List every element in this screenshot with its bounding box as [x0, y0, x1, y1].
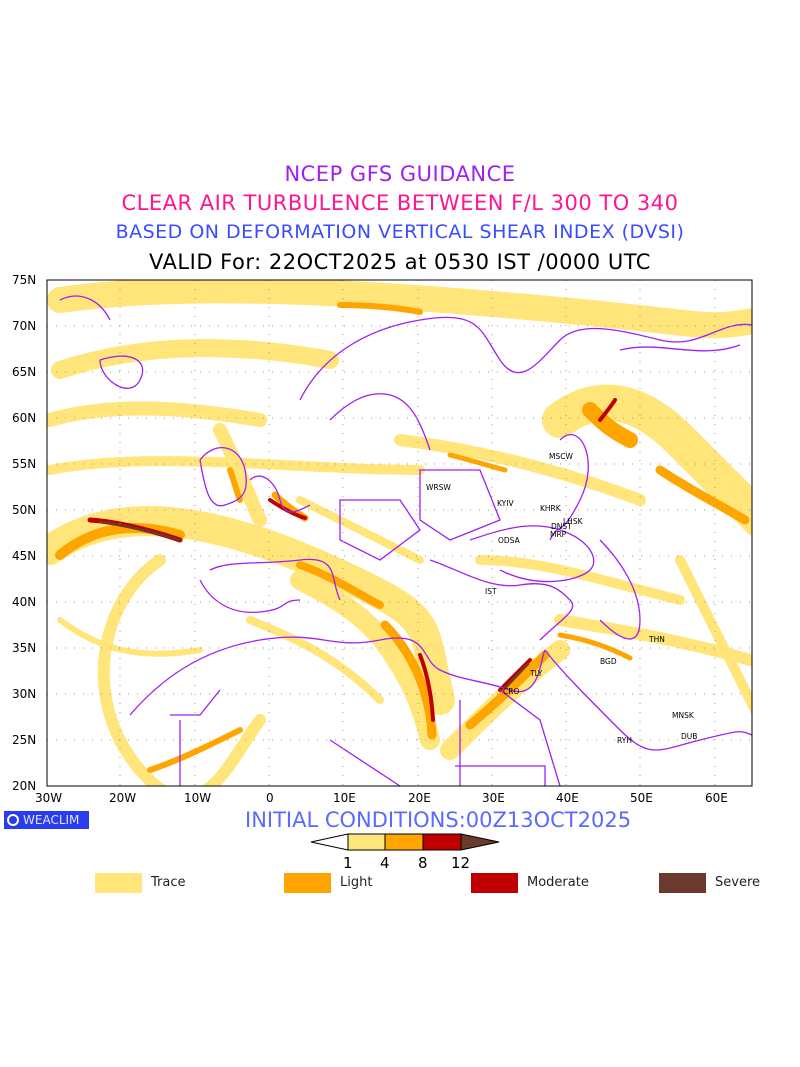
title-line-3: BASED ON DEFORMATION VERTICAL SHEAR INDE…	[115, 221, 685, 243]
legend-swatch-moderate	[471, 873, 518, 893]
lon-label: 20E	[408, 791, 431, 805]
city-label: MRP	[550, 530, 567, 539]
graticule	[47, 280, 752, 786]
lon-label: 30W	[35, 791, 63, 805]
city-label: DUB	[681, 732, 697, 741]
lat-label: 40N	[12, 595, 37, 609]
title-line-2: CLEAR AIR TURBULENCE BETWEEN F/L 300 TO …	[121, 191, 679, 215]
copyright-icon	[7, 814, 19, 826]
legend-swatch-severe	[659, 873, 706, 893]
lat-label: 55N	[12, 457, 37, 471]
lon-label: 60E	[705, 791, 728, 805]
lat-label: 65N	[12, 365, 37, 379]
legend-label-light: Light	[340, 875, 373, 890]
lon-label: 10E	[333, 791, 356, 805]
legend-swatch-trace	[95, 873, 142, 893]
legend-label-moderate: Moderate	[527, 875, 589, 890]
title-line-1: NCEP GFS GUIDANCE	[284, 162, 516, 186]
colorbar	[310, 833, 500, 851]
city-label: BGD	[600, 657, 617, 666]
city-label: KHRK	[540, 504, 562, 513]
city-label: ODSA	[498, 536, 521, 545]
city-label: CRO	[503, 687, 519, 696]
city-label: IST	[485, 587, 497, 596]
lat-label: 45N	[12, 549, 37, 563]
colorbar-trace	[347, 833, 386, 851]
legend-label-severe: Severe	[715, 875, 760, 890]
lat-label: 25N	[12, 733, 37, 747]
title-line-4: VALID For: 22OCT2025 at 0530 IST /0000 U…	[149, 250, 651, 274]
city-label: MNSK	[672, 711, 695, 720]
coastlines-borders	[59, 295, 752, 786]
colorbar-tick: 8	[418, 854, 428, 872]
city-label: MSCW	[549, 452, 573, 461]
lat-label: 50N	[12, 503, 37, 517]
map-frame	[46, 279, 753, 787]
lon-label: 40E	[556, 791, 579, 805]
lon-label: 30E	[482, 791, 505, 805]
city-label: THN	[648, 635, 665, 644]
city-label: KYIV	[497, 499, 514, 508]
legend-swatch-light	[284, 873, 331, 893]
colorbar-tick: 1	[343, 854, 353, 872]
lon-label: 10W	[184, 791, 212, 805]
lon-label: 20W	[109, 791, 137, 805]
colorbar-moderate	[422, 833, 462, 851]
lat-label: 35N	[12, 641, 37, 655]
colorbar-under	[310, 833, 349, 851]
lat-label: 60N	[12, 411, 37, 425]
logo-text: WEACLIM	[23, 813, 80, 827]
initial-conditions: INITIAL CONDITIONS:00Z13OCT2025	[245, 808, 632, 832]
turbulence-fields	[47, 280, 752, 786]
lon-label: 50E	[630, 791, 653, 805]
city-label: DNST	[551, 522, 572, 531]
colorbar-severe	[460, 833, 500, 851]
colorbar-tick: 12	[451, 854, 471, 872]
lat-label: 70N	[12, 319, 37, 333]
city-label: TLY	[529, 669, 543, 678]
lon-label: 0	[266, 791, 274, 805]
city-label: RYH	[617, 736, 632, 745]
lat-label: 30N	[12, 687, 37, 701]
lat-label: 75N	[12, 273, 37, 287]
colorbar-light	[384, 833, 424, 851]
weaclim-logo: WEACLIM	[4, 811, 89, 829]
colorbar-tick: 4	[380, 854, 390, 872]
city-label: WRSW	[426, 483, 451, 492]
city-label: LHSK	[563, 517, 584, 526]
city-labels: WRSW MSCW KYIV KHRK LHSK DNST MRP ODSA I…	[426, 452, 697, 745]
legend-label-trace: Trace	[151, 875, 186, 890]
lat-label: 20N	[12, 779, 37, 793]
